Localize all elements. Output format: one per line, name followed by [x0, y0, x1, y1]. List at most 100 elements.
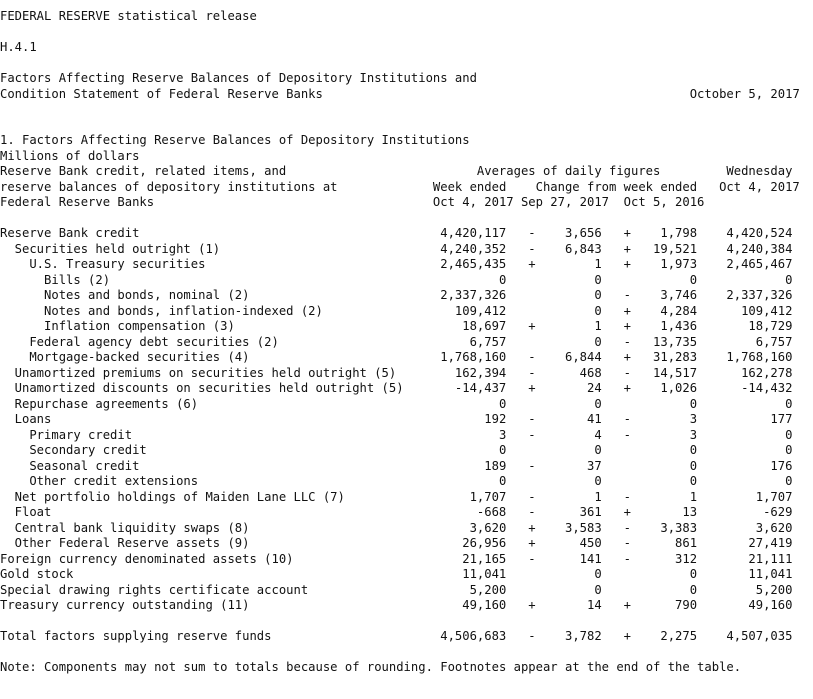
table-row: Central bank liquidity swaps (8) 3,620 +3,…: [0, 521, 813, 537]
row-week-avg: 1,768,160: [440, 350, 507, 364]
factors-table-body: Reserve Bank credit 4,420,117 - 3,656 +1,798…: [0, 226, 813, 614]
row-week-avg: 0: [498, 443, 507, 457]
row-sign-2: -: [623, 334, 632, 349]
row-change-year: 0: [689, 396, 698, 411]
row-change-year: 0: [689, 272, 698, 287]
row-sign-1: -: [528, 427, 536, 442]
row-week-avg: 26,956: [462, 536, 507, 550]
row-wednesday: 2,465,467: [726, 257, 793, 271]
row-sign-2: -: [623, 536, 632, 550]
row-week-avg: -14,437: [454, 381, 507, 395]
row-label: Bills (2): [44, 272, 111, 287]
row-change-week: 0: [594, 567, 602, 581]
table-row: Repurchase agreements (6) 0 0 0 0: [0, 397, 813, 413]
row-wednesday: 11,041: [748, 567, 793, 581]
row-week-avg: 0: [498, 474, 507, 488]
row-sign-1: +: [528, 257, 536, 271]
row-change-week: 1: [594, 319, 602, 333]
row-label: Notes and bonds, inflation-indexed (2): [44, 303, 323, 318]
footnote-note: Note: Components may not sum to totals b…: [0, 660, 742, 674]
table-row: Reserve Bank credit 4,420,117 - 3,656 +1,798…: [0, 226, 813, 242]
table-row: Secondary credit 0 0 0 0: [0, 443, 813, 459]
row-week-avg: 0: [498, 272, 507, 287]
row-change-year: 1,436: [660, 319, 698, 333]
row-sign-2: -: [623, 365, 632, 380]
row-change-year: 4,284: [660, 303, 698, 318]
row-sign-1: -: [528, 412, 536, 426]
row-wednesday: 0: [785, 427, 793, 442]
row-change-week: 468: [579, 365, 602, 380]
row-week-avg: 162,394: [454, 365, 507, 380]
row-sign-1: +: [528, 536, 536, 550]
table-row: Notes and bonds, inflation-indexed (2) 10…: [0, 304, 813, 320]
row-week-avg: 1,707: [469, 489, 507, 504]
table-row: Federal agency debt securities (2) 6,757 0…: [0, 335, 813, 351]
row-change-year: 13,735: [653, 334, 698, 349]
row-wednesday: 21,111: [748, 551, 793, 566]
row-wednesday: 2,337,326: [726, 288, 793, 302]
row-wednesday: 5,200: [755, 582, 793, 597]
table-row: Bills (2) 0 0 0 0: [0, 273, 813, 289]
row-wednesday: 4,420,524: [726, 226, 793, 240]
header-averages: Averages of daily figures: [476, 164, 661, 178]
row-change-week: 141: [579, 551, 602, 566]
row-change-year: 312: [675, 551, 698, 566]
row-change-week: 361: [579, 505, 602, 519]
row-week-avg: 192: [484, 412, 507, 426]
header-left-2: reserve balances of depository instituti…: [0, 179, 338, 194]
row-sign-2: +: [623, 319, 632, 333]
row-label: Securities held outright (1): [14, 241, 221, 256]
row-change-week: 0: [594, 272, 602, 287]
row-change-week: 3,656: [564, 226, 602, 240]
row-change-year: 1,026: [660, 381, 698, 395]
row-sign-1: -: [528, 350, 536, 364]
row-change-year: 2,275: [660, 629, 698, 643]
row-wednesday: 176: [770, 458, 793, 473]
table-row: Foreign currency denominated assets (10)…: [0, 552, 813, 568]
row-sign-1: -: [528, 365, 536, 380]
row-label: Mortgage-backed securities (4): [29, 350, 250, 364]
row-sign-1: +: [528, 381, 536, 395]
row-label: Secondary credit: [29, 443, 147, 457]
row-wednesday: -629: [763, 505, 793, 519]
row-change-week: 6,843: [564, 241, 602, 256]
row-label: Federal agency debt securities (2): [29, 334, 279, 349]
row-wednesday: 3,620: [755, 520, 793, 535]
row-label: Other credit extensions: [29, 474, 199, 488]
row-change-week: 0: [594, 443, 602, 457]
row-week-avg: 18,697: [462, 319, 507, 333]
row-wednesday: 0: [785, 474, 793, 488]
row-sign-2: -: [623, 551, 632, 566]
row-week-avg: -668: [476, 505, 507, 519]
row-sign-2: -: [623, 288, 632, 302]
row-week-avg: 0: [498, 396, 507, 411]
row-sign-1: -: [528, 458, 536, 473]
row-sign-2: -: [623, 520, 632, 535]
row-change-week: 1: [594, 257, 602, 271]
row-change-year: 3,746: [660, 288, 698, 302]
row-change-year: 1,973: [660, 257, 698, 271]
row-label: Primary credit: [29, 427, 133, 442]
total-row: Total factors supplying reserve funds 4,…: [0, 629, 813, 645]
row-sign-2: +: [623, 350, 632, 364]
header-left-1: Reserve Bank credit, related items, and: [0, 164, 287, 178]
release-title: FEDERAL RESERVE statistical release: [0, 9, 257, 23]
row-wednesday: 0: [785, 396, 793, 411]
row-wednesday: 27,419: [748, 536, 793, 550]
row-change-week: 3,782: [564, 629, 602, 643]
row-week-avg: 21,165: [462, 551, 507, 566]
header-wednesday: Wednesday: [726, 164, 793, 178]
row-label: Unamortized premiums on securities held …: [14, 365, 397, 380]
row-sign-2: -: [623, 427, 632, 442]
row-label: Unamortized discounts on securities held…: [14, 381, 404, 395]
row-week-avg: 3: [498, 427, 507, 442]
table-row: Special drawing rights certificate accou…: [0, 583, 813, 599]
row-change-year: 0: [689, 474, 698, 488]
row-change-week: 1: [594, 489, 602, 504]
table-row: Mortgage-backed securities (4) 1,768,160 -…: [0, 350, 813, 366]
row-wednesday: 1,768,160: [726, 350, 793, 364]
table-row: Net portfolio holdings of Maiden Lane LL…: [0, 490, 813, 506]
section-title: 1. Factors Affecting Reserve Balances of…: [0, 133, 470, 147]
row-change-year: 3: [689, 427, 698, 442]
units-label: Millions of dollars: [0, 148, 140, 163]
